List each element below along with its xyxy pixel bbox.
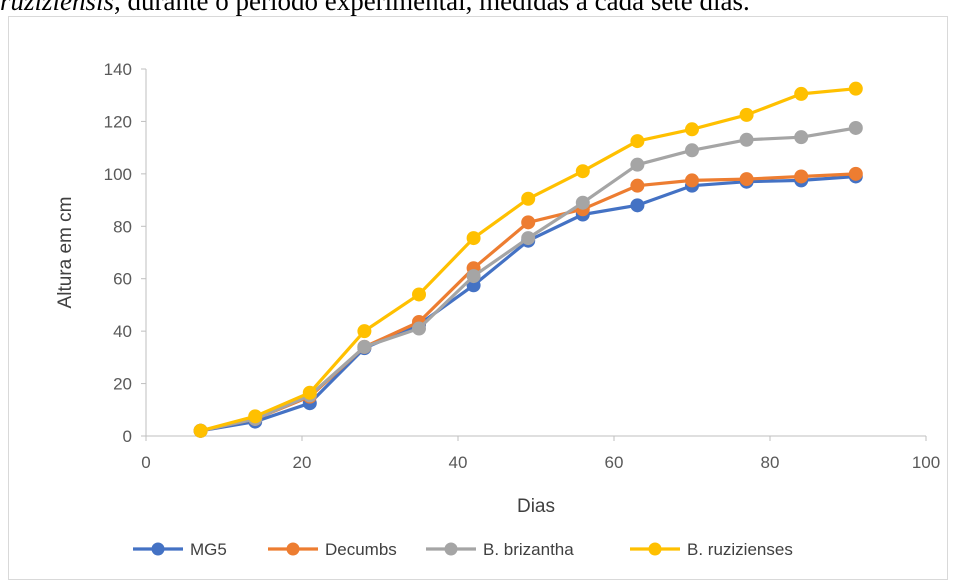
legend-marker (286, 542, 300, 556)
caption-rest-text: , durante o período experimental, medida… (114, 0, 750, 16)
x-tick-label: 40 (449, 453, 468, 472)
legend: MG5 Decumbs B. brizantha B. ruzizienses (133, 540, 793, 559)
data-point (575, 164, 590, 179)
series-2 (193, 166, 863, 438)
caption-text: ruziziensis, durante o período experimen… (0, 0, 953, 16)
legend-label: B. brizantha (483, 540, 574, 559)
data-point (357, 324, 372, 339)
series-line (199, 172, 858, 433)
data-point (412, 287, 426, 302)
x-tick-label: 20 (293, 453, 312, 472)
y-tick-label: 60 (113, 270, 132, 289)
axes: 0 20 40 60 80 100 120 140 0 20 40 60 80 100 (104, 60, 941, 472)
series-line (199, 126, 858, 433)
data-point (412, 321, 426, 336)
x-axis-title: Dias (517, 496, 555, 517)
y-axis-title: Altura em cm (55, 197, 76, 309)
legend-marker (648, 542, 662, 556)
x-tick-label: 80 (761, 453, 780, 472)
data-point (685, 173, 699, 188)
series-line (199, 174, 858, 433)
data-point (794, 130, 809, 145)
data-point (630, 198, 645, 213)
y-tick-label: 120 (104, 112, 132, 131)
y-tick-label: 140 (104, 60, 132, 79)
legend-marker (444, 542, 458, 556)
legend-marker (151, 542, 165, 556)
legend-label: MG5 (190, 540, 227, 559)
data-point (248, 409, 263, 424)
data-point (794, 169, 809, 184)
data-point (521, 191, 536, 206)
legend-item: Decumbs (268, 540, 397, 559)
chart-frame (8, 16, 948, 580)
data-point (739, 172, 754, 187)
y-tick-label: 0 (123, 427, 132, 446)
data-point (575, 195, 590, 210)
y-tick-label: 20 (113, 375, 132, 394)
legend-item: B. brizantha (426, 540, 574, 559)
data-point (357, 339, 372, 354)
data-point (521, 215, 536, 230)
data-point (794, 86, 809, 101)
caption-italic-text: ruziziensis (0, 0, 115, 16)
y-tick-label: 100 (104, 165, 132, 184)
plot-area (193, 81, 863, 438)
data-point (739, 132, 754, 147)
data-point (302, 385, 317, 400)
data-point (848, 166, 863, 181)
data-point (739, 107, 754, 122)
data-point (848, 81, 863, 96)
x-tick-label: 0 (141, 453, 150, 472)
data-point (685, 143, 699, 158)
data-point (466, 231, 481, 246)
data-point (521, 231, 536, 246)
y-tick-label: 40 (113, 322, 132, 341)
series-1 (193, 169, 863, 438)
legend-item: MG5 (133, 540, 227, 559)
data-point (630, 157, 645, 172)
data-point (848, 120, 863, 135)
y-tick-label: 80 (113, 217, 132, 236)
legend-label: Decumbs (325, 540, 397, 559)
data-point (466, 269, 481, 284)
legend-label: B. ruzizienses (687, 540, 793, 559)
data-point (685, 122, 699, 137)
legend-item: B. ruzizienses (630, 540, 793, 559)
x-tick-label: 100 (912, 453, 940, 472)
data-point (630, 178, 645, 193)
series-4 (193, 81, 863, 438)
data-point (193, 423, 208, 438)
data-point (630, 134, 645, 149)
series-3 (193, 120, 863, 438)
x-tick-label: 60 (605, 453, 624, 472)
